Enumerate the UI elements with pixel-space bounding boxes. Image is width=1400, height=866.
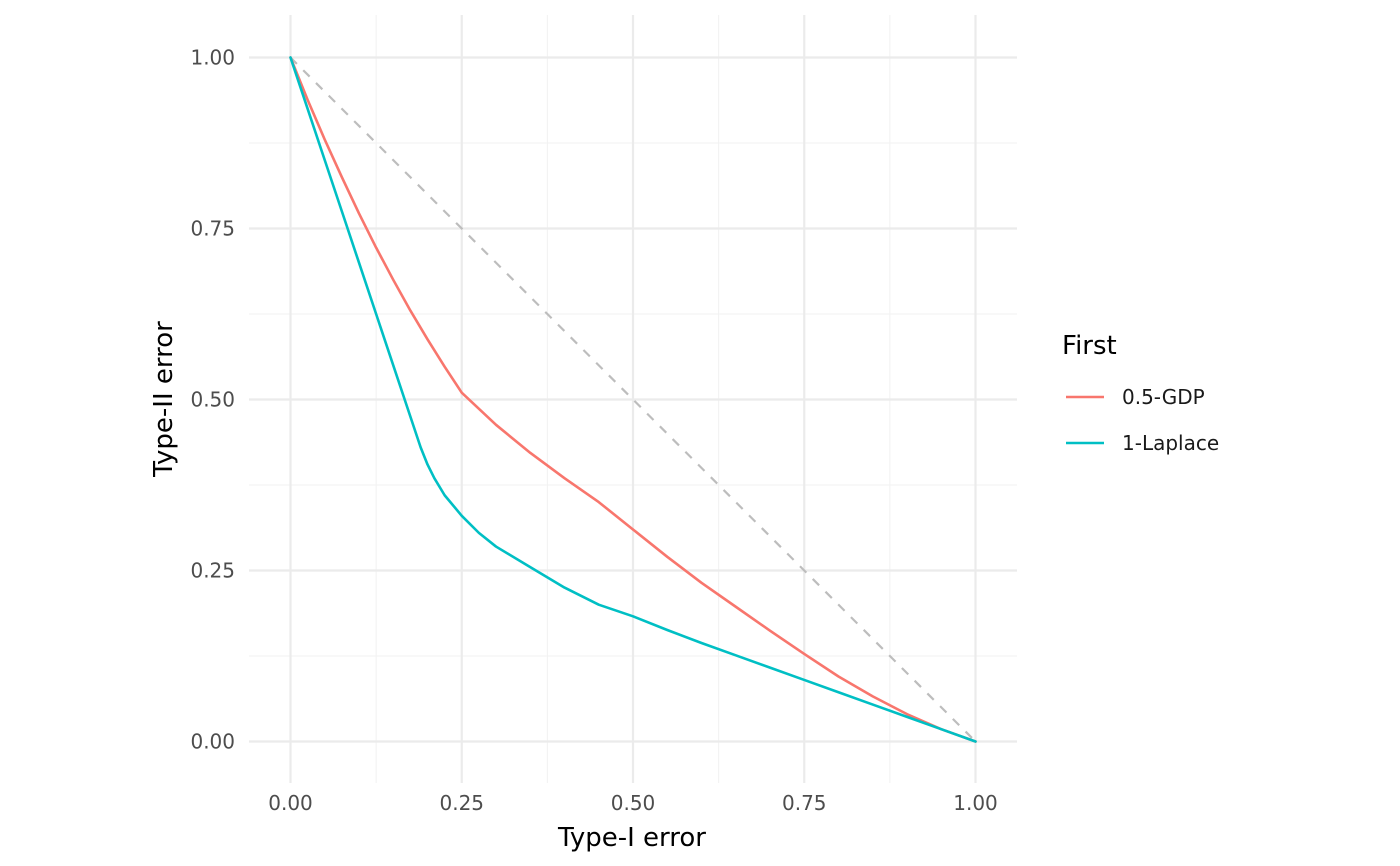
tick-label-layer: 0.00 0.25 0.50 0.75 1.00 0.00 0.25 0.50 0.75 1.00 [190,46,997,816]
legend: First 0.5-GDP 1-Laplace [1062,331,1219,455]
legend-label-1-laplace: 1-Laplace [1122,431,1219,455]
y-tick-label: 0.25 [190,559,235,583]
y-tick-label: 0.00 [190,730,235,754]
legend-title: First [1062,331,1117,361]
y-tick-label: 1.00 [190,46,235,70]
x-tick-label: 1.00 [953,791,998,815]
series-layer [289,56,977,743]
y-axis-title: Type-II error [149,321,179,478]
y-tick-label: 0.75 [190,217,235,241]
grid-layer [249,15,1017,783]
x-tick-label: 0.25 [439,791,484,815]
legend-label-0-5-gdp: 0.5-GDP [1122,385,1205,409]
y-tick-label: 0.50 [190,388,235,412]
x-axis-title: Type-I error [557,823,706,853]
x-tick-label: 0.00 [268,791,313,815]
series-line-0-5-gdp [289,56,977,743]
x-tick-label: 0.75 [782,791,827,815]
x-tick-label: 0.50 [611,791,656,815]
series-line-1-laplace [289,56,977,743]
